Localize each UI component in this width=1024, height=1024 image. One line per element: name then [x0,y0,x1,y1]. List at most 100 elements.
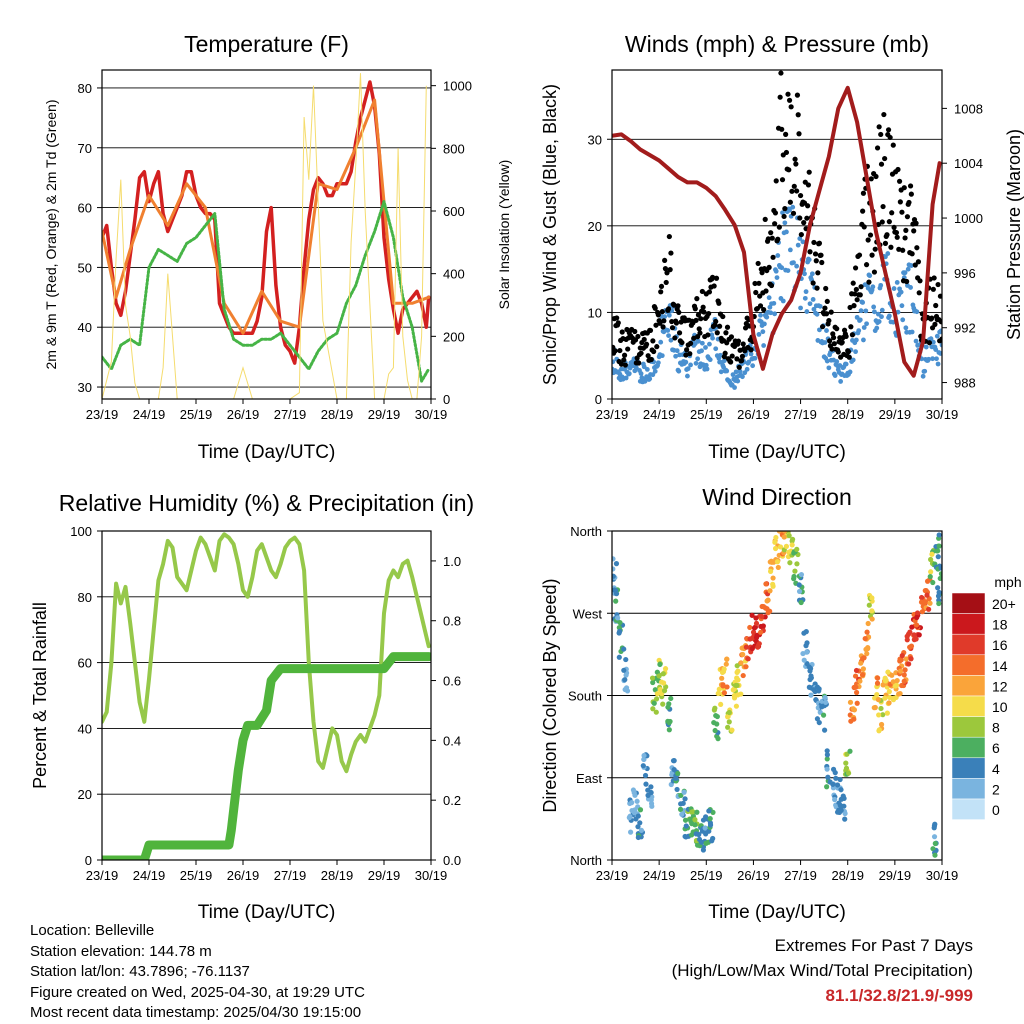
direction-point [914,610,921,616]
gust-point [622,362,628,368]
wind-point [650,372,656,378]
direction-point [677,806,684,812]
colorbar-swatch [951,716,986,738]
x-tick-label: 30/19 [415,868,448,883]
temperature-ylabel: 2m & 9m T (Red, Orange) & 2m Td (Green) [43,100,59,370]
winds-series-group [612,70,942,390]
wind-point [804,309,810,314]
gust-point [904,278,910,285]
x-tick-label: 27/19 [274,868,307,883]
wind-point [861,337,866,343]
gust-point [759,270,765,276]
wind-point [773,268,779,274]
y-tick-label: 0 [595,392,602,407]
direction-point [753,620,760,627]
direction-point [924,578,931,584]
wind-point [638,371,644,376]
direction-point [930,579,936,586]
wind-point [655,360,661,366]
gust-point [645,353,651,359]
colorbar-label: 20+ [992,596,1016,612]
direction-point [866,602,872,608]
gust-point [851,303,857,309]
x-tick-label: 26/19 [227,868,260,883]
wind-point [761,343,767,348]
direction-point [763,581,769,587]
direction-point [709,838,715,844]
wind-point [665,328,671,333]
gust-point [823,311,830,317]
direction-point [740,672,746,679]
x-tick-label: 29/19 [879,407,912,422]
gust-point [753,289,759,296]
gust-point [728,334,735,340]
gust-point [915,259,922,265]
direction-point [631,790,637,796]
direction-point [640,763,646,769]
wind-point [913,338,919,344]
direction-point [661,688,668,694]
gust-point [778,70,784,76]
dewpoint-line [102,200,431,383]
gust-point [638,350,644,356]
gust-point [797,215,803,221]
x-tick-label: 25/19 [180,868,213,883]
direction-point [806,664,812,670]
direction-point [726,719,732,725]
direction-point [762,605,769,611]
x-tick-label: 26/19 [737,407,770,422]
gust-point [843,333,849,340]
direction-point [759,613,765,620]
gust-point [757,293,763,299]
wind-point [802,271,807,277]
direction-point [688,818,694,824]
x-tick-label: 28/19 [831,407,864,422]
direction-point [613,561,620,567]
gust-point [906,199,912,206]
direction-point [660,671,666,677]
direction-point [794,561,800,567]
y-tick-label: North [570,524,602,539]
gust-point [865,237,871,243]
direction-point [772,545,779,552]
direction-point [657,661,663,668]
direction-point [716,686,722,692]
direction-point [678,801,684,807]
direction-point [635,834,641,841]
y-tick-label: 60 [78,201,92,216]
direction-point [874,680,881,686]
y-right-tick-label: 992 [954,321,976,336]
gust-point [882,155,888,162]
direction-point [794,546,800,552]
temperature-ylabel-right: Solar Insolation (Yellow) [496,160,512,310]
wind-point [809,271,815,277]
direction-point [765,597,771,603]
direction-point [715,690,721,697]
x-tick-label: 30/19 [926,407,959,422]
wind-point [771,300,777,306]
wind-point [740,374,745,380]
gust-point [785,91,791,97]
wind-point [760,329,766,335]
direction-point [899,653,905,659]
gust-point [878,131,884,138]
gust-point [669,325,676,331]
direction-point [807,676,813,683]
y-tick-label: 40 [78,721,92,736]
gust-point [696,326,702,332]
gust-point [693,317,699,323]
gust-point [786,97,793,103]
direction-point [832,796,838,803]
direction-point [707,822,714,828]
direction-point [649,675,656,681]
direction-point [830,781,836,787]
direction-point [936,589,942,596]
gust-point [734,356,740,362]
direction-point [850,706,856,712]
direction-point [911,632,917,638]
wind-point [879,307,885,313]
direction-point [612,573,616,579]
wind-point [857,317,863,323]
direction-point [637,807,644,813]
gust-point [700,304,706,310]
